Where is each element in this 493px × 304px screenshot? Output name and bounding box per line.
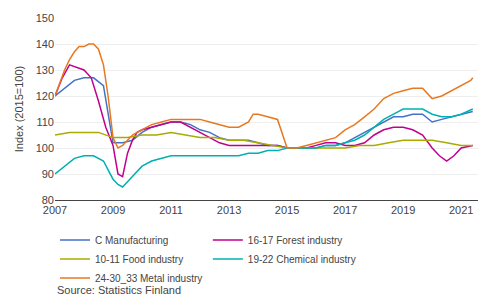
svg-text:C Manufacturing: C Manufacturing <box>95 235 168 246</box>
svg-text:2021: 2021 <box>449 204 473 216</box>
svg-text:Source: Statistics Finland: Source: Statistics Finland <box>57 284 181 296</box>
svg-text:16-17 Forest industry: 16-17 Forest industry <box>248 235 343 246</box>
svg-text:2019: 2019 <box>391 204 415 216</box>
svg-text:10-11 Food industry: 10-11 Food industry <box>95 254 183 265</box>
svg-text:19-22 Chemical industry: 19-22 Chemical industry <box>248 254 356 265</box>
svg-text:150: 150 <box>36 12 54 24</box>
svg-text:100: 100 <box>36 142 54 154</box>
svg-text:Index (2015=100): Index (2015=100) <box>13 66 25 153</box>
svg-text:2007: 2007 <box>43 204 67 216</box>
svg-text:120: 120 <box>36 90 54 102</box>
svg-text:2009: 2009 <box>101 204 125 216</box>
svg-text:2011: 2011 <box>159 204 183 216</box>
svg-text:80: 80 <box>42 194 54 206</box>
svg-text:2017: 2017 <box>333 204 357 216</box>
svg-text:90: 90 <box>42 168 54 180</box>
svg-text:2015: 2015 <box>275 204 299 216</box>
svg-text:130: 130 <box>36 64 54 76</box>
svg-text:140: 140 <box>36 38 54 50</box>
svg-text:24-30_33 Metal industry: 24-30_33 Metal industry <box>95 273 202 284</box>
svg-text:110: 110 <box>36 116 54 128</box>
svg-text:2013: 2013 <box>217 204 241 216</box>
